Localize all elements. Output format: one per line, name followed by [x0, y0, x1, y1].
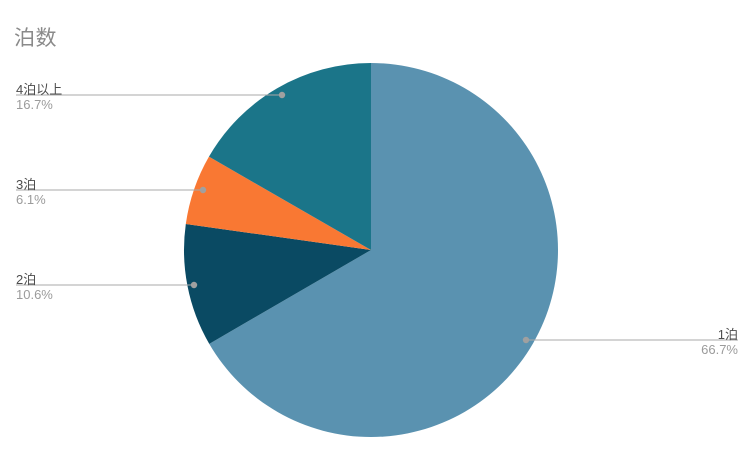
leader-dot-3 [199, 186, 207, 194]
pie-label-percent-2: 10.6% [16, 287, 53, 303]
pie-label-1[interactable]: 1泊 66.7% [701, 327, 738, 358]
pie-label-4[interactable]: 4泊以上 16.7% [16, 82, 62, 113]
pie-label-percent-4: 16.7% [16, 97, 53, 113]
pie-slices-group [183, 63, 558, 437]
leader-dot-2 [190, 281, 198, 289]
pie-label-name-1: 1泊 [717, 327, 738, 342]
pie-slice-4[interactable] [208, 63, 371, 250]
pie-slice-1[interactable] [209, 63, 558, 437]
pie-slice-3[interactable] [185, 156, 371, 250]
pie-label-3[interactable]: 3泊 6.1% [16, 177, 46, 208]
leader-dot-4 [278, 91, 286, 99]
chart-title: 泊数 [14, 27, 57, 50]
pie-label-percent-1: 66.7% [701, 342, 738, 358]
pie-label-2[interactable]: 2泊 10.6% [16, 272, 53, 303]
pie-label-percent-3: 6.1% [16, 192, 46, 208]
leader-dot-1 [522, 336, 530, 344]
pie-label-name-3: 3泊 [16, 177, 37, 192]
pie-label-name-4: 4泊以上 [16, 82, 63, 97]
pie-label-name-2: 2泊 [16, 272, 37, 287]
pie-slice-2[interactable] [183, 223, 371, 344]
leader-lines-group [16, 91, 738, 344]
